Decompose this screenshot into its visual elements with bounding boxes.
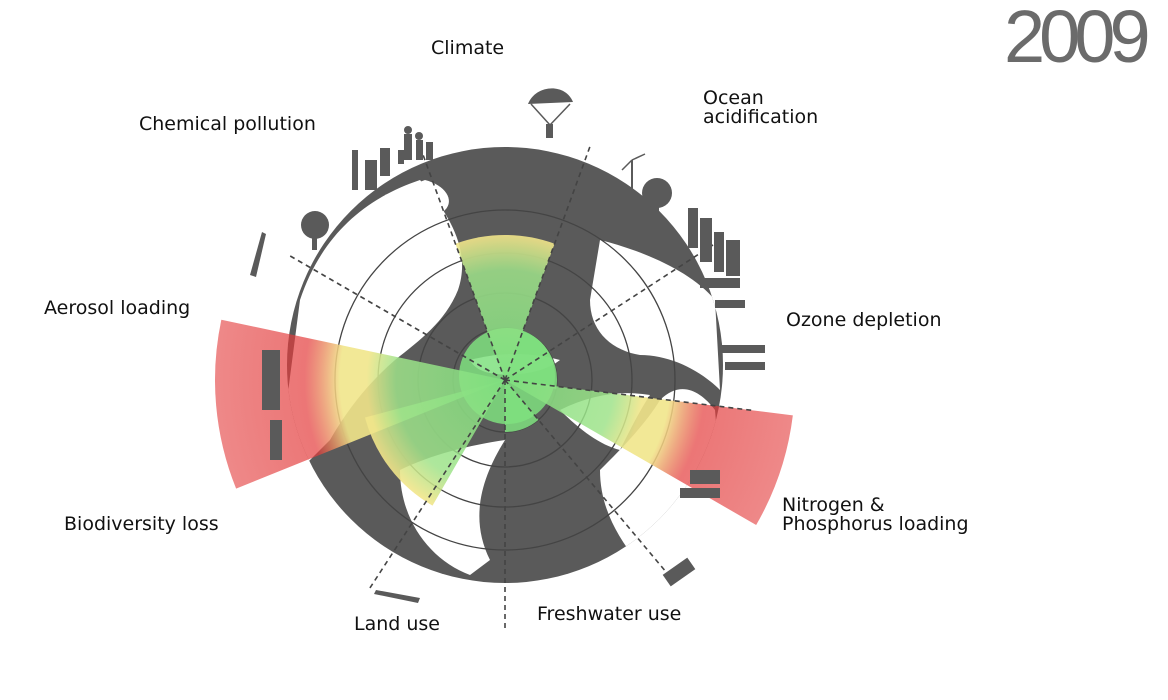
ocean-arctic xyxy=(385,180,449,218)
label-climate-line-1: Climate xyxy=(431,37,505,59)
city-skyline-icon xyxy=(688,208,765,370)
label-nitrogen-phosphorus: Nitrogen & Phosphorus loading xyxy=(782,496,969,534)
sector-dividers xyxy=(288,144,754,630)
label-nitrogen-line-2: Phosphorus loading xyxy=(782,513,969,535)
airplane-icon xyxy=(250,232,420,603)
label-ozone-depletion: Ozone depletion xyxy=(786,311,942,330)
label-ocean-acidification: Ocean acidification xyxy=(703,89,818,127)
tree-icon xyxy=(301,178,672,250)
label-land-line-1: Land use xyxy=(354,613,441,635)
wedge-climate xyxy=(455,235,555,380)
rim-silhouettes xyxy=(250,88,765,603)
year-label: 2009 xyxy=(1004,0,1151,78)
wedge-ocean-acidification xyxy=(505,331,551,380)
label-ozone-line-1: Ozone depletion xyxy=(786,309,942,331)
label-biodiversity-loss: Biodiversity loss xyxy=(64,515,219,534)
divider-line-6 xyxy=(288,254,506,381)
label-ocean-line-1: Ocean xyxy=(703,87,764,109)
divider-line-1 xyxy=(504,243,716,381)
label-biodiversity-line-1: Biodiversity loss xyxy=(64,513,219,535)
divider-line-5 xyxy=(368,379,506,591)
divider-line-2 xyxy=(504,379,754,412)
label-chemical-pollution: Chemical pollution xyxy=(139,115,316,134)
truck-icon xyxy=(662,557,696,587)
wind-turbine-icon xyxy=(621,153,646,190)
label-freshwater-line-1: Freshwater use xyxy=(537,603,682,625)
ocean-east-sea xyxy=(590,240,720,390)
label-ocean-line-2: acidification xyxy=(703,106,819,128)
windmill-icon xyxy=(262,350,282,460)
bulldozer-icon xyxy=(680,470,720,498)
label-nitrogen-line-1: Nitrogen & xyxy=(782,494,885,516)
label-land-use: Land use xyxy=(354,615,440,634)
people-icon xyxy=(398,126,433,164)
boundary-wedges xyxy=(215,235,793,525)
parachute-icon xyxy=(528,88,573,138)
label-freshwater-use: Freshwater use xyxy=(537,605,681,624)
wedge-biodiversity-loss xyxy=(215,319,505,489)
divider-line-3 xyxy=(504,379,667,573)
divider-line-7 xyxy=(418,144,506,381)
label-aerosol-loading: Aerosol loading xyxy=(44,299,190,318)
divider-line-0 xyxy=(504,144,592,381)
wedge-ozone-depletion xyxy=(505,354,557,390)
wedge-freshwater-use xyxy=(505,380,539,432)
label-aerosol-line-1: Aerosol loading xyxy=(44,297,191,319)
label-chemical-line-1: Chemical pollution xyxy=(139,113,316,135)
wedge-nitrogen-phosphorus xyxy=(505,380,793,525)
label-climate: Climate xyxy=(431,39,504,58)
factory-icon xyxy=(352,148,390,190)
